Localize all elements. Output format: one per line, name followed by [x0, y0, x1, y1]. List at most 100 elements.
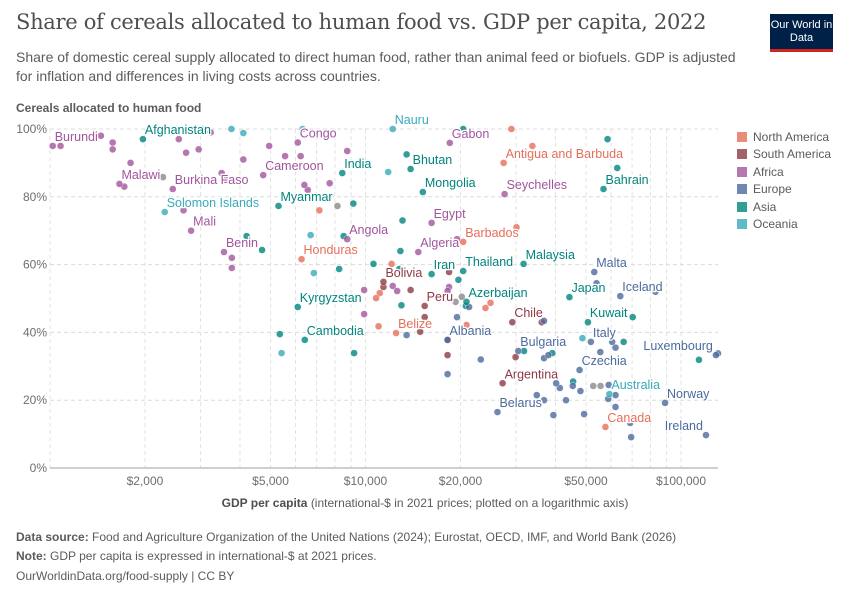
data-point: [242, 232, 251, 240]
point-label: Cambodia: [307, 324, 364, 338]
logo-text: Our World in Data: [770, 19, 833, 44]
data-point: [603, 135, 612, 143]
data-point: [427, 219, 436, 227]
legend-label: Oceania: [753, 217, 798, 232]
data-point: [420, 313, 429, 321]
data-point: [712, 351, 720, 359]
data-point: [565, 293, 574, 301]
data-point: [562, 396, 570, 404]
data-point: [402, 150, 411, 159]
point-label: Honduras: [304, 243, 358, 257]
data-point: [372, 294, 380, 302]
data-point: [443, 351, 452, 359]
data-point: [228, 264, 236, 272]
data-point: [360, 286, 368, 294]
data-point: [199, 125, 207, 133]
legend-item[interactable]: Europe: [737, 181, 831, 199]
data-point: [443, 370, 452, 378]
x-tick-label: $50,000: [564, 474, 608, 488]
x-tick-label: $100,000: [656, 474, 706, 488]
data-point: [458, 293, 466, 301]
data-point: [333, 202, 342, 210]
data-point: [596, 382, 605, 390]
data-point: [695, 356, 703, 364]
point-label: Kuwait: [590, 306, 628, 320]
data-point: [552, 379, 560, 387]
point-label: Bahrain: [605, 173, 648, 187]
point-label: Benin: [226, 236, 258, 250]
point-label: Argentina: [505, 367, 559, 381]
point-label: Congo: [300, 127, 337, 141]
point-label: Nauru: [395, 113, 429, 127]
data-point: [349, 199, 358, 208]
data-point: [310, 269, 318, 277]
point-label: Czechia: [582, 354, 627, 368]
data-point: [443, 336, 452, 344]
y-tick-label: 100%: [16, 122, 47, 136]
data-point: [414, 248, 422, 256]
point-label: Malawi: [121, 168, 160, 182]
point-label: Italy: [593, 326, 617, 340]
data-point: [259, 171, 267, 179]
y-tick-label: 60%: [23, 258, 47, 272]
data-point: [396, 247, 405, 255]
data-point: [605, 381, 613, 389]
y-tick-label: 80%: [23, 190, 47, 204]
point-label: Ireland: [665, 419, 703, 433]
data-point: [486, 299, 495, 307]
data-point: [605, 390, 614, 398]
point-label: Iceland: [622, 280, 662, 294]
data-point: [227, 125, 236, 133]
x-tick-label: $10,000: [344, 474, 388, 488]
owid-logo[interactable]: Our World in Data: [770, 14, 833, 52]
point-label: Luxembourg: [643, 339, 713, 353]
data-point: [446, 139, 454, 147]
url-license-link[interactable]: OurWorldinData.org/food-supply | CC BY: [16, 569, 235, 583]
legend-item[interactable]: South America: [737, 146, 831, 164]
point-label: Angola: [349, 223, 388, 237]
data-point: [514, 347, 522, 355]
data-point: [549, 411, 558, 419]
data-point: [406, 286, 415, 294]
data-point: [389, 125, 397, 133]
point-label: Kyrgyzstan: [300, 291, 362, 305]
data-point: [360, 310, 368, 318]
data-point: [187, 226, 195, 235]
data-point: [175, 135, 183, 143]
point-label: India: [344, 157, 371, 171]
point-label: Burkina Faso: [175, 173, 249, 187]
data-point: [179, 206, 188, 215]
point-label: Burundi: [55, 130, 98, 144]
data-point: [540, 396, 548, 404]
point-label: Thailand: [465, 255, 513, 269]
legend-item[interactable]: Africa: [737, 163, 831, 181]
data-point: [613, 164, 621, 172]
point-label: Japan: [571, 281, 605, 295]
data-point: [462, 321, 471, 329]
legend-item[interactable]: North America: [737, 128, 831, 146]
point-label: Norway: [667, 387, 710, 401]
data-point: [274, 202, 283, 210]
point-label: Antigua and Barbuda: [506, 147, 624, 161]
data-point: [451, 298, 460, 306]
point-label: Chile: [514, 306, 543, 320]
data-point: [393, 287, 401, 295]
data-point: [206, 128, 215, 137]
point-label: Malta: [596, 256, 627, 270]
data-point: [511, 353, 520, 361]
data-point: [500, 190, 509, 198]
data-point: [544, 351, 553, 359]
data-point: [56, 142, 65, 150]
legend-swatch: [737, 219, 747, 230]
point-label: Barbados: [465, 226, 519, 240]
data-point: [159, 173, 167, 181]
legend-swatch: [737, 166, 747, 177]
legend-item[interactable]: Asia: [737, 198, 831, 216]
data-point: [629, 313, 637, 321]
data-point: [443, 287, 452, 295]
data-point: [608, 338, 616, 346]
legend-item[interactable]: Oceania: [737, 216, 831, 234]
point-label: Mali: [193, 215, 216, 229]
data-point: [590, 268, 598, 276]
